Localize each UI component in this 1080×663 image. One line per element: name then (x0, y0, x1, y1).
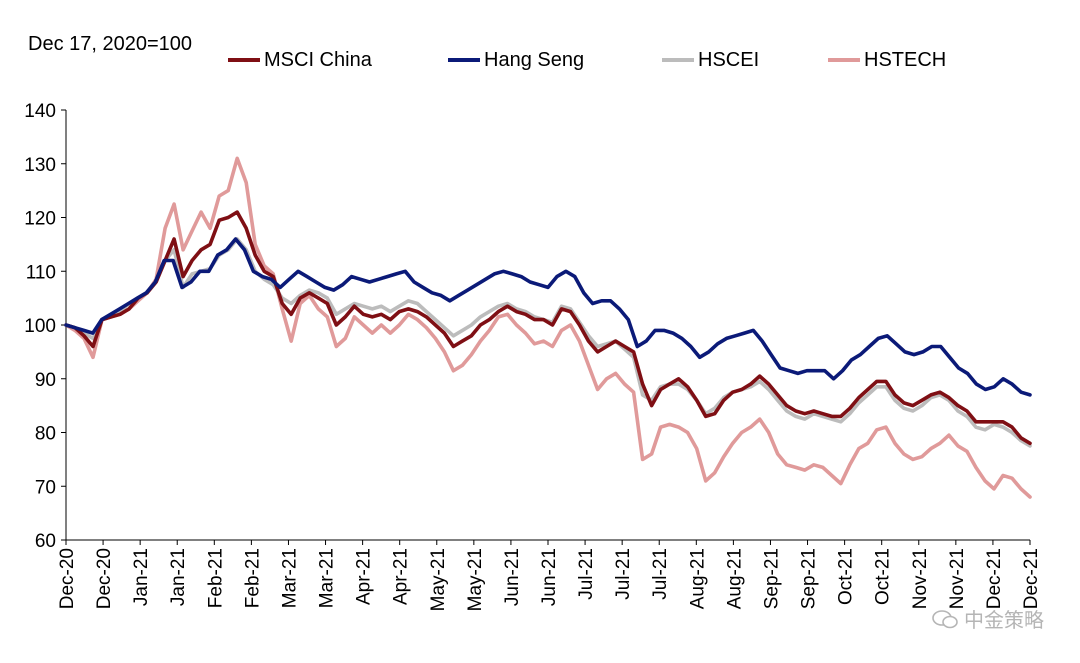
watermark-text: 中金策略 (964, 610, 1044, 632)
x-tick-label: May-21 (428, 548, 449, 611)
y-tick-label: 100 (24, 316, 56, 337)
x-tick-label: Nov-21 (910, 548, 931, 609)
watermark: 中金策略 (932, 604, 1044, 633)
legend-swatch-msci-china (228, 58, 260, 62)
x-tick-label: Jun-21 (539, 548, 560, 606)
x-tick-label: Jul-21 (576, 548, 597, 600)
legend-label-msci-china: MSCI China (264, 48, 372, 71)
x-tick-label: Jan-21 (168, 548, 189, 606)
legend-item-hscei: HSCEI (662, 48, 759, 72)
series-line-msci-china (64, 210, 1032, 446)
legend-swatch-hstech (828, 58, 860, 62)
y-tick-label: 140 (24, 101, 56, 122)
x-tick-label: Apr-21 (391, 548, 412, 605)
legend-item-hstech: HSTECH (828, 48, 946, 72)
series-line-hang-seng (64, 237, 1032, 397)
legend-item-hang-seng: Hang Seng (448, 48, 584, 72)
y-tick-label: 60 (35, 531, 56, 552)
x-tick-label: Jun-21 (502, 548, 523, 606)
x-tick-label: Mar-21 (279, 548, 300, 608)
x-tick-label: Sep-21 (799, 548, 820, 609)
y-tick-label: 90 (35, 370, 56, 391)
wechat-icon (932, 609, 958, 628)
x-tick-label: Jan-21 (131, 548, 152, 606)
x-tick-label: Mar-21 (317, 548, 338, 608)
x-tick-label: May-21 (465, 548, 486, 611)
x-tick-label: Dec-21 (984, 548, 1005, 609)
x-tick-label: Feb-21 (242, 548, 263, 608)
y-tick-label: 70 (35, 477, 56, 498)
x-axis: Dec-20 Dec-20 Jan-21 Jan-21 Feb-21 Feb-21 Mar-… (57, 539, 1042, 611)
legend-label-hstech: HSTECH (864, 48, 947, 71)
x-tick-label: Nov-21 (947, 548, 968, 609)
x-tick-label: Jul-21 (650, 548, 671, 600)
series-line-hstech (64, 156, 1032, 499)
x-tick-label: Aug-21 (724, 548, 745, 609)
y-tick-label: 80 (35, 424, 56, 445)
legend-swatch-hscei (662, 58, 694, 62)
x-tick-label: Jul-21 (613, 548, 634, 600)
x-tick-label: Apr-21 (354, 548, 375, 605)
x-tick-label: Dec-20 (57, 548, 78, 609)
legend-swatch-hang-seng (448, 58, 480, 62)
x-tick-label: Sep-21 (761, 548, 782, 609)
legend-item-msci-china: MSCI China (228, 48, 372, 72)
x-tick-label: Oct-21 (836, 548, 857, 605)
chart-unit-note: Dec 17, 2020=100 (28, 33, 193, 55)
x-tick-label: Dec-20 (94, 548, 115, 609)
y-tick-label: 130 (24, 155, 56, 176)
legend-label-hscei: HSCEI (698, 48, 760, 71)
x-tick-label: Oct-21 (873, 548, 894, 605)
y-tick-label: 110 (26, 262, 56, 283)
x-tick-label: Feb-21 (205, 548, 226, 608)
y-axis: 60 70 80 90 100 110 120 130 140 (24, 101, 67, 552)
series-layer (64, 156, 1032, 499)
x-tick-label: Aug-21 (687, 548, 708, 609)
y-tick-label: 120 (24, 209, 56, 230)
legend-label-hang-seng: Hang Seng (484, 48, 585, 71)
x-tick-label: Dec-21 (1021, 548, 1042, 609)
